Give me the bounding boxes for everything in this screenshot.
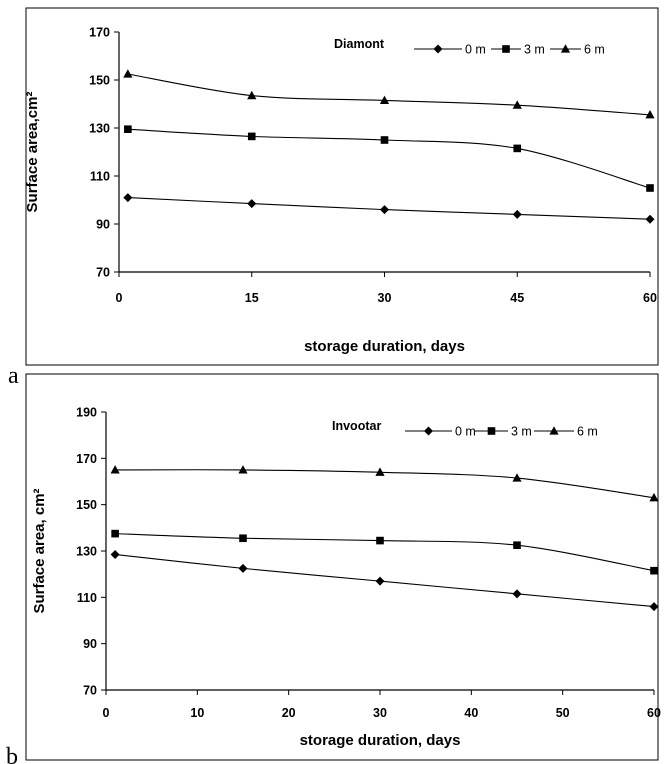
x-tick-label: 40: [464, 706, 478, 720]
data-point-triangle: [238, 465, 248, 474]
legend-marker-triangle: [549, 426, 559, 435]
data-point-square: [513, 541, 521, 550]
y-tick-label: 70: [83, 684, 97, 698]
chart-frame: [25, 7, 659, 366]
legend-entry-label: 6 m: [584, 43, 605, 57]
data-point-triangle: [379, 95, 390, 104]
data-point-triangle: [512, 473, 522, 482]
y-tick-label: 130: [76, 545, 97, 559]
legend-marker-square: [502, 45, 510, 53]
series-line-0m: [127, 197, 651, 220]
data-point-square: [111, 529, 119, 538]
x-axis-label: storage duration, days: [304, 338, 465, 355]
y-tick-label: 150: [89, 74, 110, 88]
data-point-triangle: [512, 100, 522, 109]
legend-marker-triangle: [560, 44, 571, 53]
series-line-6m: [127, 73, 651, 116]
series-line-6m: [115, 469, 655, 499]
y-tick-label: 90: [83, 637, 97, 651]
x-tick-label: 10: [190, 706, 204, 720]
series-line-3m: [127, 128, 651, 189]
x-tick-label: 0: [116, 291, 123, 305]
chart-panel-a: 70 90 110 130 150 170 0 15 30 45 60 Surface area,cm…: [8, 7, 659, 389]
data-point-triangle: [123, 69, 133, 78]
legend-entry-label: 3 m: [524, 43, 545, 57]
data-point-square: [239, 534, 247, 543]
series-line-3m: [115, 533, 655, 572]
legend-title: Invootar: [332, 419, 381, 433]
data-point-diamond: [645, 214, 655, 224]
data-point-square: [376, 536, 384, 545]
data-point-triangle: [247, 90, 257, 100]
data-point-square: [650, 566, 658, 575]
y-axis-label: Surface area, cm²: [31, 488, 48, 613]
y-tick-label: 110: [77, 591, 97, 605]
data-point-triangle: [649, 492, 659, 502]
y-tick-label: 110: [90, 170, 110, 184]
y-tick-label: 130: [89, 122, 110, 136]
y-tick-label: 90: [96, 218, 110, 232]
x-axis-label: storage duration, days: [300, 732, 461, 749]
y-axis-label: Surface area,cm²: [24, 92, 41, 213]
x-tick-label: 60: [643, 291, 657, 305]
y-tick-label: 170: [89, 26, 110, 40]
legend-title: Diamont: [334, 37, 385, 51]
x-tick-label: 0: [103, 706, 110, 720]
legend-entry-label: 0 m: [455, 425, 476, 439]
x-tick-label: 15: [245, 291, 259, 305]
legend-entry-label: 0 m: [465, 43, 486, 57]
data-point-diamond: [247, 199, 257, 209]
data-point-square: [124, 125, 132, 133]
x-tick-label: 20: [282, 706, 296, 720]
data-point-diamond: [649, 602, 659, 612]
y-tick-label: 150: [76, 498, 97, 512]
chart-panel-b: 70 90 110 130 150 170 190 0 10 20 30 40 50 60 Surface …: [6, 373, 661, 764]
legend-entry-label: 3 m: [511, 425, 532, 439]
data-point-square: [646, 184, 654, 192]
legend-marker-diamond: [424, 426, 433, 436]
chart-frame: [25, 373, 659, 761]
panel-label: a: [8, 363, 19, 389]
data-point-triangle: [375, 467, 385, 476]
series-line-0m: [115, 553, 655, 608]
data-point-triangle: [110, 465, 120, 474]
data-point-diamond: [512, 209, 522, 219]
data-point-square: [247, 132, 256, 141]
data-point-diamond: [512, 589, 522, 599]
data-point-diamond: [238, 563, 248, 573]
x-tick-label: 60: [647, 706, 661, 720]
data-point-triangle: [645, 110, 655, 119]
legend-marker-diamond: [433, 44, 443, 54]
x-tick-label: 30: [373, 706, 387, 720]
data-point-diamond: [110, 549, 120, 559]
y-tick-label: 70: [96, 266, 110, 280]
panel-label: b: [6, 744, 18, 764]
legend-entry-label: 6 m: [577, 425, 598, 439]
x-tick-label: 30: [378, 291, 392, 305]
x-tick-label: 50: [556, 706, 570, 720]
legend-marker-square: [487, 427, 496, 435]
y-tick-label: 170: [76, 452, 97, 466]
x-tick-label: 45: [510, 291, 524, 305]
data-point-diamond: [380, 205, 389, 215]
data-point-square: [380, 136, 389, 144]
data-point-diamond: [123, 193, 133, 203]
data-point-square: [513, 144, 522, 153]
y-tick-label: 190: [76, 406, 97, 420]
data-point-diamond: [375, 576, 385, 586]
